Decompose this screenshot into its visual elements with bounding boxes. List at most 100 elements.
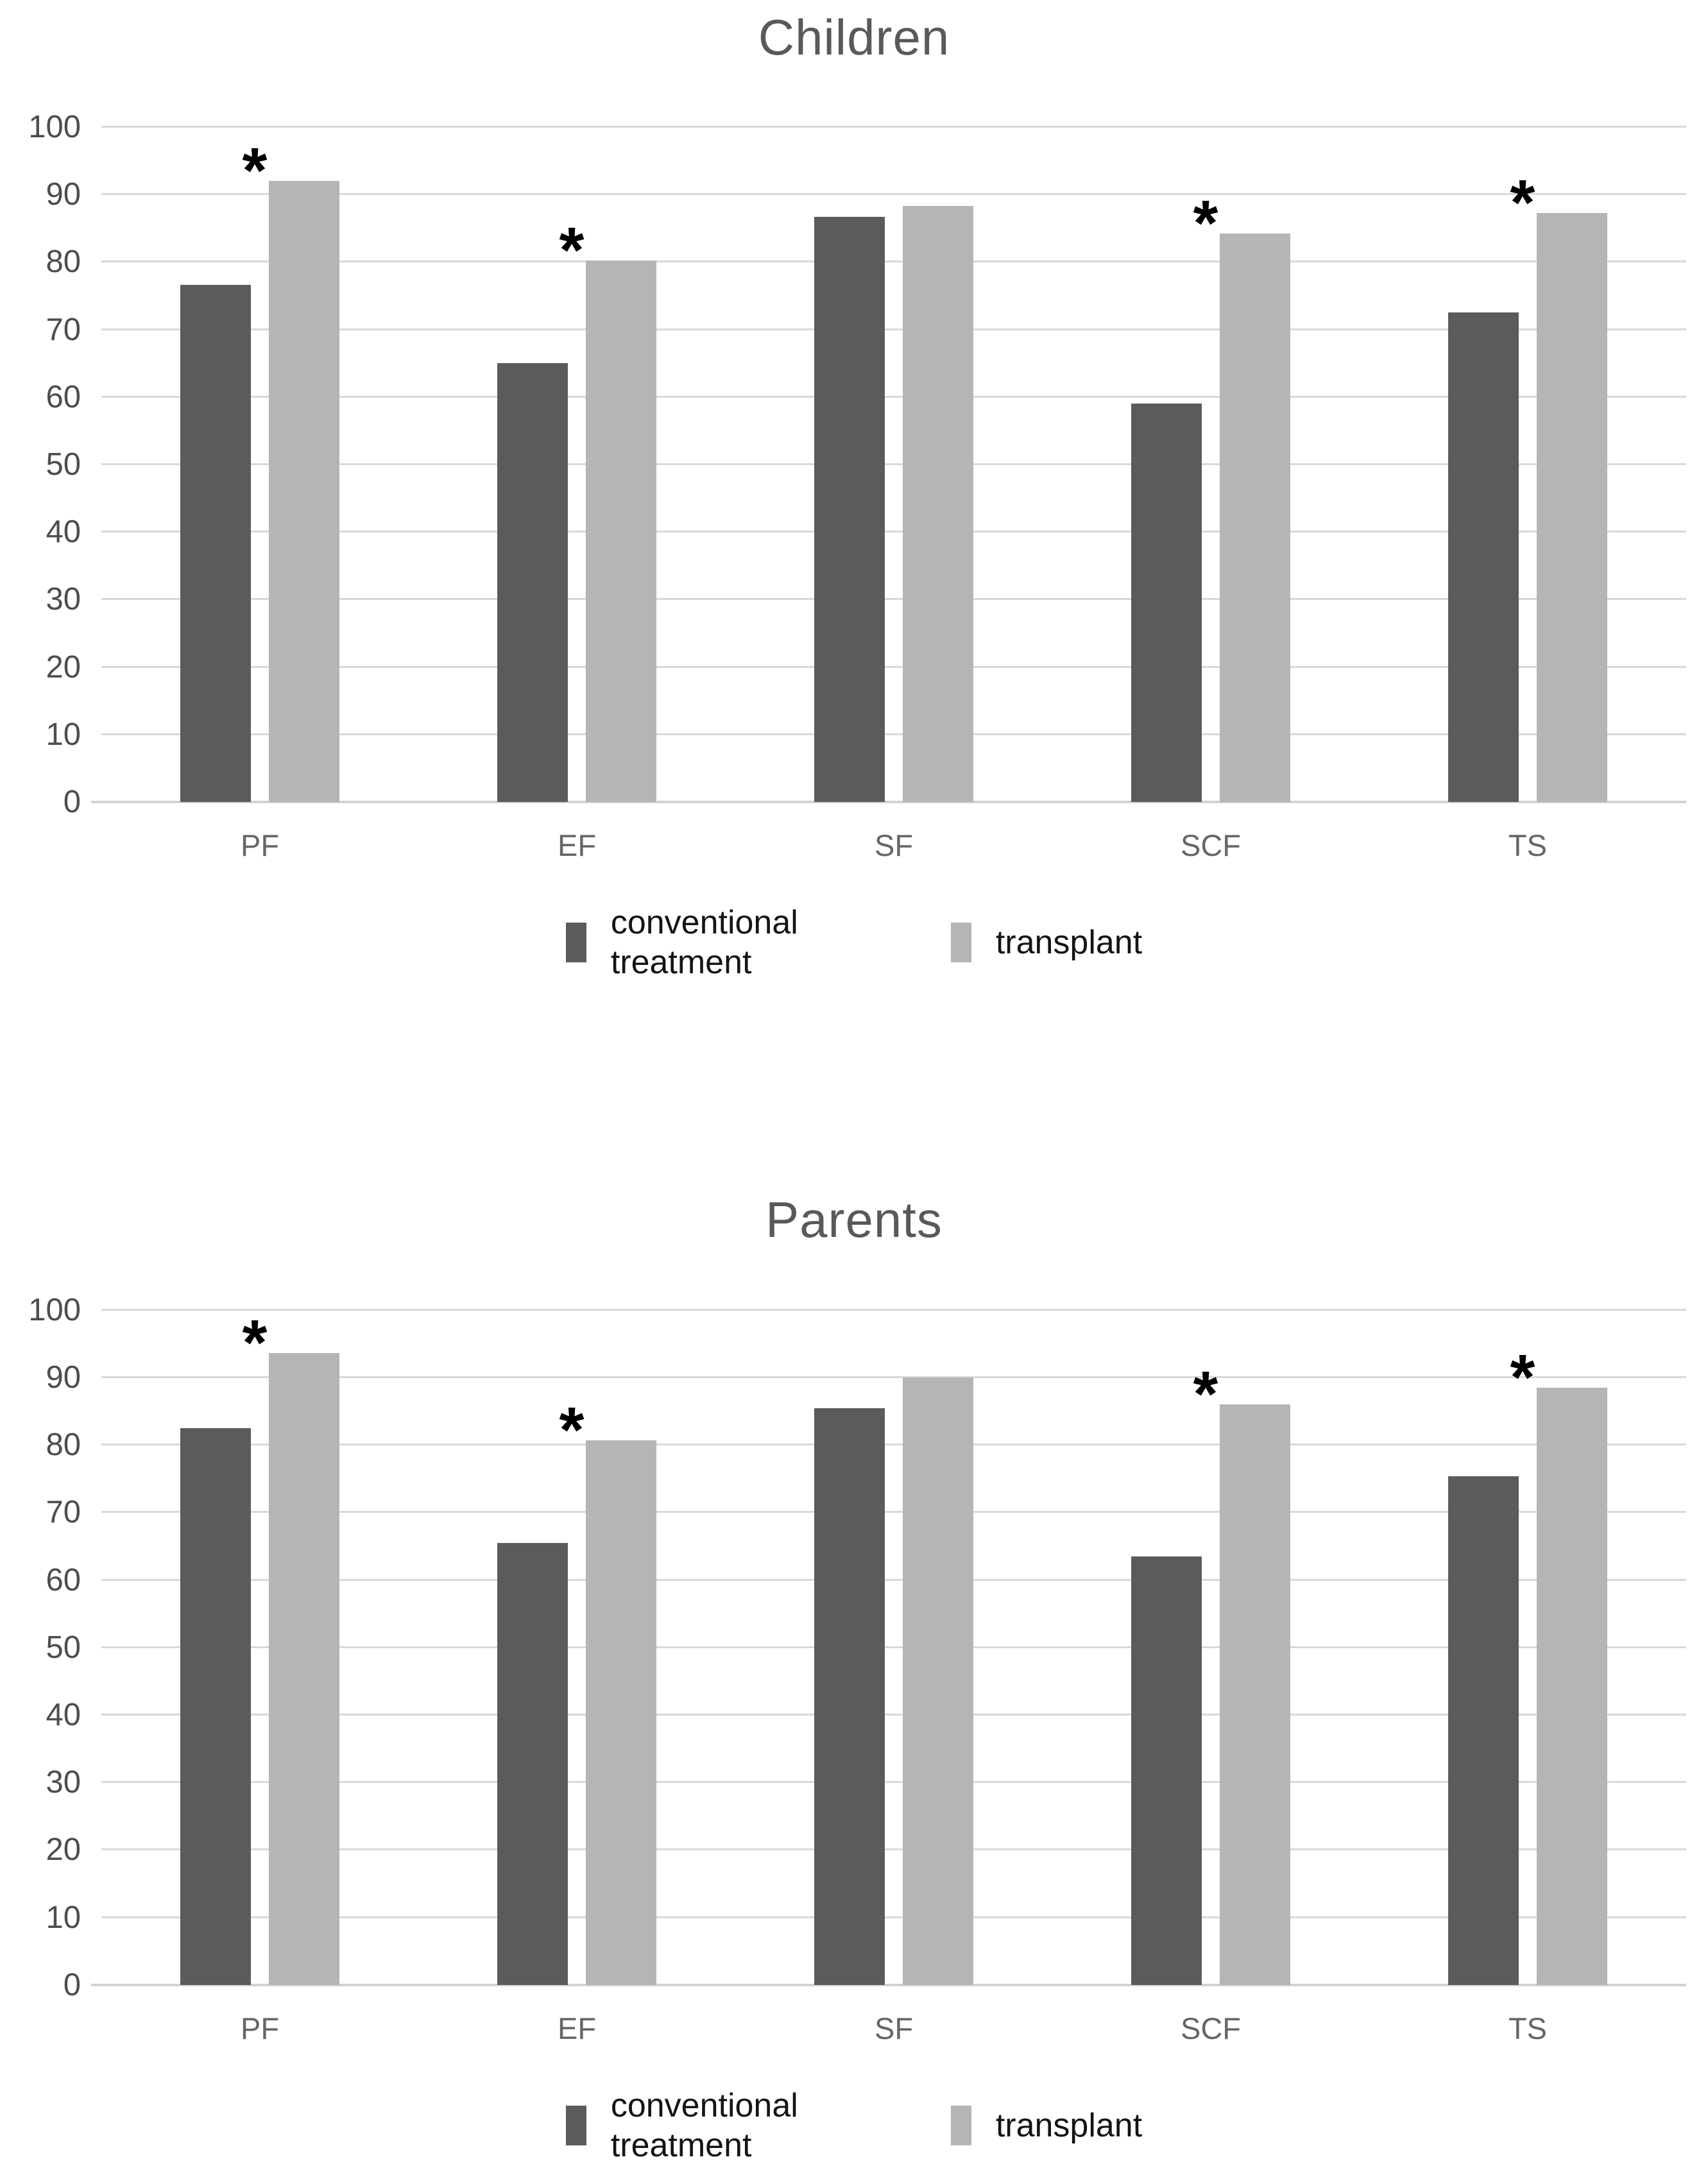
bar-group-sf: [735, 127, 1052, 802]
bar-transplant-pf: [269, 1353, 339, 1985]
gridline: [101, 193, 1686, 196]
significance-asterisk-ts: *: [1510, 1341, 1535, 1413]
bar-group-ef: *: [418, 127, 735, 802]
legend-label-conventional-treatment: conventional treatment: [610, 904, 798, 982]
bar-group-sf: [735, 1310, 1052, 1985]
y-tick-label: 40: [46, 1697, 81, 1732]
y-tick-label: 70: [46, 1495, 81, 1530]
x-axis-labels: PF EF SF SCF TS: [101, 2011, 1686, 2046]
x-category-label-sf: SF: [874, 828, 914, 862]
significance-asterisk-scf: *: [1193, 1358, 1218, 1431]
legend-label-conventional-treatment: conventional treatment: [610, 2086, 798, 2165]
x-category-label-pf: PF: [240, 2011, 280, 2045]
bar-transplant-ts: [1537, 212, 1607, 802]
significance-asterisk-pf: *: [242, 135, 268, 207]
gridline: [101, 1444, 1686, 1446]
y-tick-label: 10: [46, 717, 81, 752]
bar-group-pf: *: [101, 1310, 418, 1985]
legend-marker-conventional-treatment: [565, 2106, 586, 2146]
bar-conventional-treatment-pf: [180, 285, 251, 802]
gridline: [101, 1646, 1686, 1648]
legend-marker-transplant: [950, 923, 971, 963]
bar-conventional-treatment-ef: [497, 1542, 568, 1985]
chart-parents: Parents 0 10 20 30 40 50 60 70 80 90 100 * * * * PF EF SF S…: [0, 1187, 1708, 2166]
bar-conventional-treatment-scf: [1131, 404, 1202, 802]
legend: conventional treatment transplant: [0, 2086, 1708, 2166]
bar-group-ts: *: [1369, 127, 1686, 802]
x-axis-line: [91, 1983, 1686, 1986]
y-tick-label: 70: [46, 312, 81, 347]
x-category-label-ef: EF: [557, 828, 597, 862]
gridline: [101, 1578, 1686, 1581]
bar-conventional-treatment-pf: [180, 1427, 251, 1985]
significance-asterisk-ef: *: [559, 214, 585, 287]
y-tick-label: 10: [46, 1900, 81, 1935]
gridline: [101, 665, 1686, 668]
significance-asterisk-pf: *: [242, 1307, 268, 1379]
x-category-label-scf: SCF: [1181, 2011, 1241, 2045]
legend-marker-transplant: [950, 2106, 971, 2146]
y-tick-label: 50: [46, 447, 81, 482]
y-tick-label: 60: [46, 1562, 81, 1598]
bar-transplant-scf: [1220, 234, 1290, 802]
legend-marker-conventional-treatment: [565, 923, 586, 963]
x-category-label-ts: TS: [1508, 2011, 1548, 2045]
y-tick-label: 50: [46, 1630, 81, 1665]
y-tick-label: 100: [28, 1292, 81, 1327]
x-axis-line: [91, 801, 1686, 803]
y-tick-label: 30: [46, 1765, 81, 1800]
significance-asterisk-ts: *: [1510, 166, 1535, 239]
y-tick-label: 60: [46, 379, 81, 414]
bar-transplant-ef: [586, 1440, 656, 1985]
bar-conventional-treatment-ts: [1448, 312, 1519, 802]
bar-conventional-treatment-sf: [814, 216, 885, 802]
gridline: [101, 1916, 1686, 1918]
chart-title-children: Children: [758, 8, 950, 65]
legend-item-transplant: transplant: [950, 2106, 1143, 2146]
x-category-label-pf: PF: [240, 828, 280, 862]
bar-transplant-sf: [903, 206, 973, 802]
plot-row: 0 10 20 30 40 50 60 70 80 90 100 * * * *: [0, 110, 1708, 819]
bar-group-scf: *: [1052, 1310, 1369, 1985]
legend-item-conventional-treatment: conventional treatment: [565, 903, 855, 983]
x-category-label-scf: SCF: [1181, 828, 1241, 862]
bar-group-ts: *: [1369, 1310, 1686, 1985]
y-axis: 0 10 20 30 40 50 60 70 80 90 100: [5, 110, 101, 819]
y-tick-label: 0: [63, 1967, 81, 2002]
y-axis: 0 10 20 30 40 50 60 70 80 90 100: [5, 1293, 101, 2002]
y-tick-label: 90: [46, 177, 81, 212]
y-tick-label: 80: [46, 244, 81, 280]
plot-area: * * * *: [91, 1308, 1686, 1986]
gridline: [101, 126, 1686, 128]
significance-asterisk-scf: *: [1193, 187, 1218, 260]
bar-transplant-ef: [586, 260, 656, 802]
bar-group-pf: *: [101, 127, 418, 802]
bar-conventional-treatment-ef: [497, 363, 568, 802]
bar-group-ef: *: [418, 1310, 735, 1985]
gridline: [101, 1848, 1686, 1851]
gridline: [101, 395, 1686, 398]
significance-asterisk-ef: *: [559, 1393, 585, 1466]
bar-conventional-treatment-ts: [1448, 1476, 1519, 1985]
y-tick-label: 20: [46, 1832, 81, 1868]
legend-label-transplant: transplant: [995, 2106, 1143, 2144]
gridline: [101, 463, 1686, 465]
bar-transplant-ts: [1537, 1387, 1607, 1985]
gridline: [101, 1376, 1686, 1378]
gridline: [101, 260, 1686, 263]
y-tick-label: 80: [46, 1427, 81, 1463]
y-tick-label: 100: [28, 110, 81, 144]
bar-group-scf: *: [1052, 127, 1369, 802]
bar-transplant-pf: [269, 181, 339, 802]
gridline: [101, 1511, 1686, 1513]
gridline: [101, 531, 1686, 533]
plot-area: * * * *: [91, 126, 1686, 803]
bar-transplant-sf: [903, 1377, 973, 1985]
bar-conventional-treatment-sf: [814, 1408, 885, 1985]
gridline: [101, 733, 1686, 735]
chart-children: Children 0 10 20 30 40 50 60 70 80 90 100 * * * * PF EF SF…: [0, 4, 1708, 983]
legend-item-transplant: transplant: [950, 923, 1142, 963]
legend: conventional treatment transplant: [0, 903, 1708, 983]
bar-conventional-treatment-scf: [1131, 1556, 1202, 1985]
legend-item-conventional-treatment: conventional treatment: [565, 2086, 855, 2166]
